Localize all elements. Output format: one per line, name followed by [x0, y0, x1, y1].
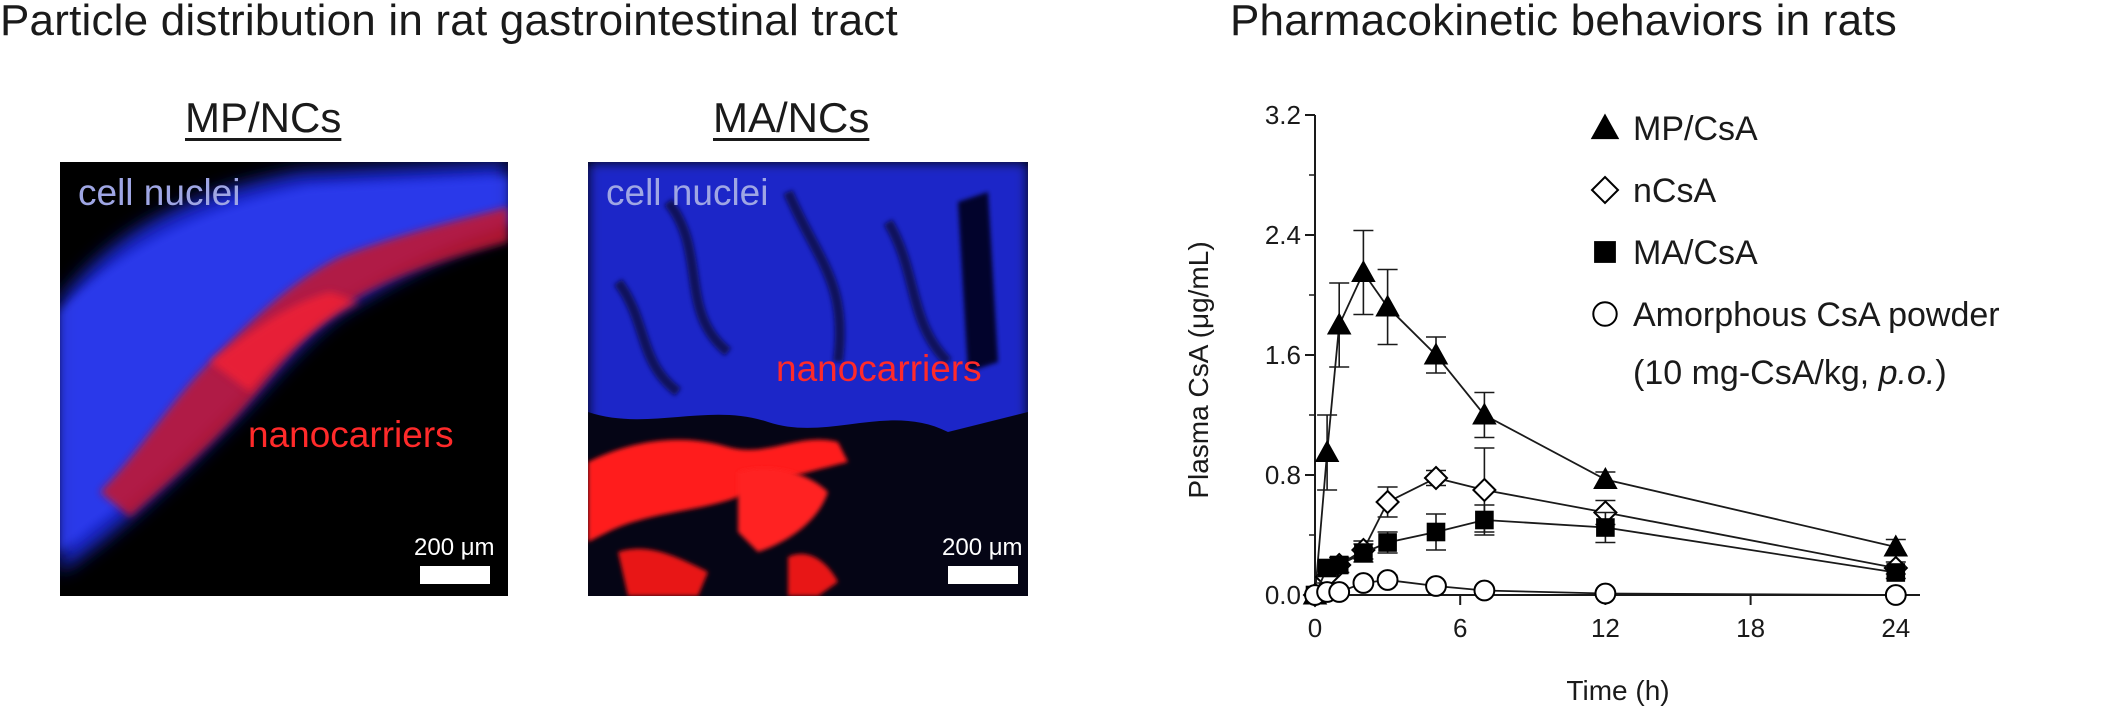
panel-title-ma: MA/NCs [713, 94, 870, 141]
scale-label-ma: 200 μm [942, 534, 1023, 561]
scale-bar-ma [948, 566, 1018, 584]
x-tick-label: 6 [1453, 613, 1467, 643]
y-axis-label: Plasma CsA (μg/mL) [1183, 241, 1214, 498]
micrograph-ma: cell nuclei nanocarriers 200 μm [588, 162, 1028, 596]
legend-note-prefix: (10 mg-CsA/kg, [1633, 354, 1879, 392]
data-point [1423, 342, 1449, 365]
legend-entry: MA/CsA [1633, 234, 1758, 272]
data-point [1473, 579, 1496, 602]
data-point [1351, 259, 1376, 283]
chart-title: Pharmacokinetic behaviors in rats [1230, 0, 1897, 45]
data-point [1378, 533, 1397, 552]
y-tick-label: 0.8 [1265, 460, 1301, 490]
left-heading: Particle distribution in rat gastrointes… [0, 0, 898, 45]
data-point [1886, 563, 1906, 582]
legend-marker [1590, 113, 1620, 140]
tissue-image-ma [588, 162, 1028, 596]
legend-marker [1594, 241, 1616, 263]
data-point [1593, 466, 1618, 490]
data-point [1425, 575, 1447, 597]
y-tick-label: 0.0 [1265, 580, 1301, 610]
pk-chart: 0 6 12 18 24 0.0 0.8 1.6 2.4 3.2 MP/CsA nCsA MA/CsA… [1183, 100, 2000, 706]
data-point [1472, 402, 1497, 425]
tissue-image-mp [60, 162, 508, 572]
data-point [1375, 294, 1400, 317]
data-point [1594, 582, 1617, 605]
x-tick-label: 0 [1308, 613, 1322, 643]
y-tick-label: 3.2 [1265, 100, 1301, 130]
data-point [1423, 465, 1449, 491]
data-point [1329, 555, 1349, 575]
data-point [1426, 522, 1446, 542]
data-point [1475, 510, 1494, 530]
legend-marker [1590, 175, 1620, 205]
data-point [1376, 569, 1399, 591]
data-point [1471, 477, 1497, 503]
x-tick-label: 18 [1736, 613, 1765, 643]
data-point [1352, 572, 1375, 594]
legend-note-suffix: ) [1935, 354, 1946, 392]
data-point [1328, 581, 1351, 603]
chart-legend: MP/CsA nCsA MA/CsA Amorphous CsA powder (10 … [1590, 110, 2000, 392]
carrier-label-ma: nanocarriers [776, 348, 982, 389]
data-point [1354, 543, 1373, 563]
x-tick-label: 24 [1881, 613, 1910, 643]
y-tick-label: 2.4 [1265, 220, 1301, 250]
chart-plot-area [1302, 229, 1909, 608]
scale-bar-mp [420, 566, 490, 584]
legend-marker [1592, 301, 1618, 327]
x-tick-label: 12 [1591, 613, 1620, 643]
carrier-label-mp: nanocarriers [248, 414, 454, 455]
scale-label-mp: 200 μm [414, 534, 495, 561]
legend-entry: MP/CsA [1633, 110, 1758, 148]
legend-entry: nCsA [1633, 172, 1716, 210]
x-axis-label: Time (h) [1566, 675, 1669, 706]
nuclei-label-ma: cell nuclei [606, 172, 769, 213]
data-point [1375, 489, 1401, 515]
data-point [1314, 439, 1340, 463]
legend-note-italic: p.o. [1878, 354, 1936, 392]
micrograph-mp: cell nuclei nanocarriers 200 μm [60, 162, 508, 596]
y-tick-label: 1.6 [1265, 340, 1301, 370]
legend-entry: Amorphous CsA powder [1633, 296, 2000, 334]
series-0 [1302, 229, 1909, 605]
series-3 [1304, 569, 1907, 606]
panel-title-mp: MP/NCs [185, 94, 342, 141]
data-point [1596, 518, 1615, 537]
data-point [1326, 312, 1352, 335]
legend-note: (10 mg-CsA/kg, p.o.) [1633, 354, 1947, 392]
data-point [1884, 584, 1907, 606]
nuclei-label-mp: cell nuclei [78, 172, 241, 213]
